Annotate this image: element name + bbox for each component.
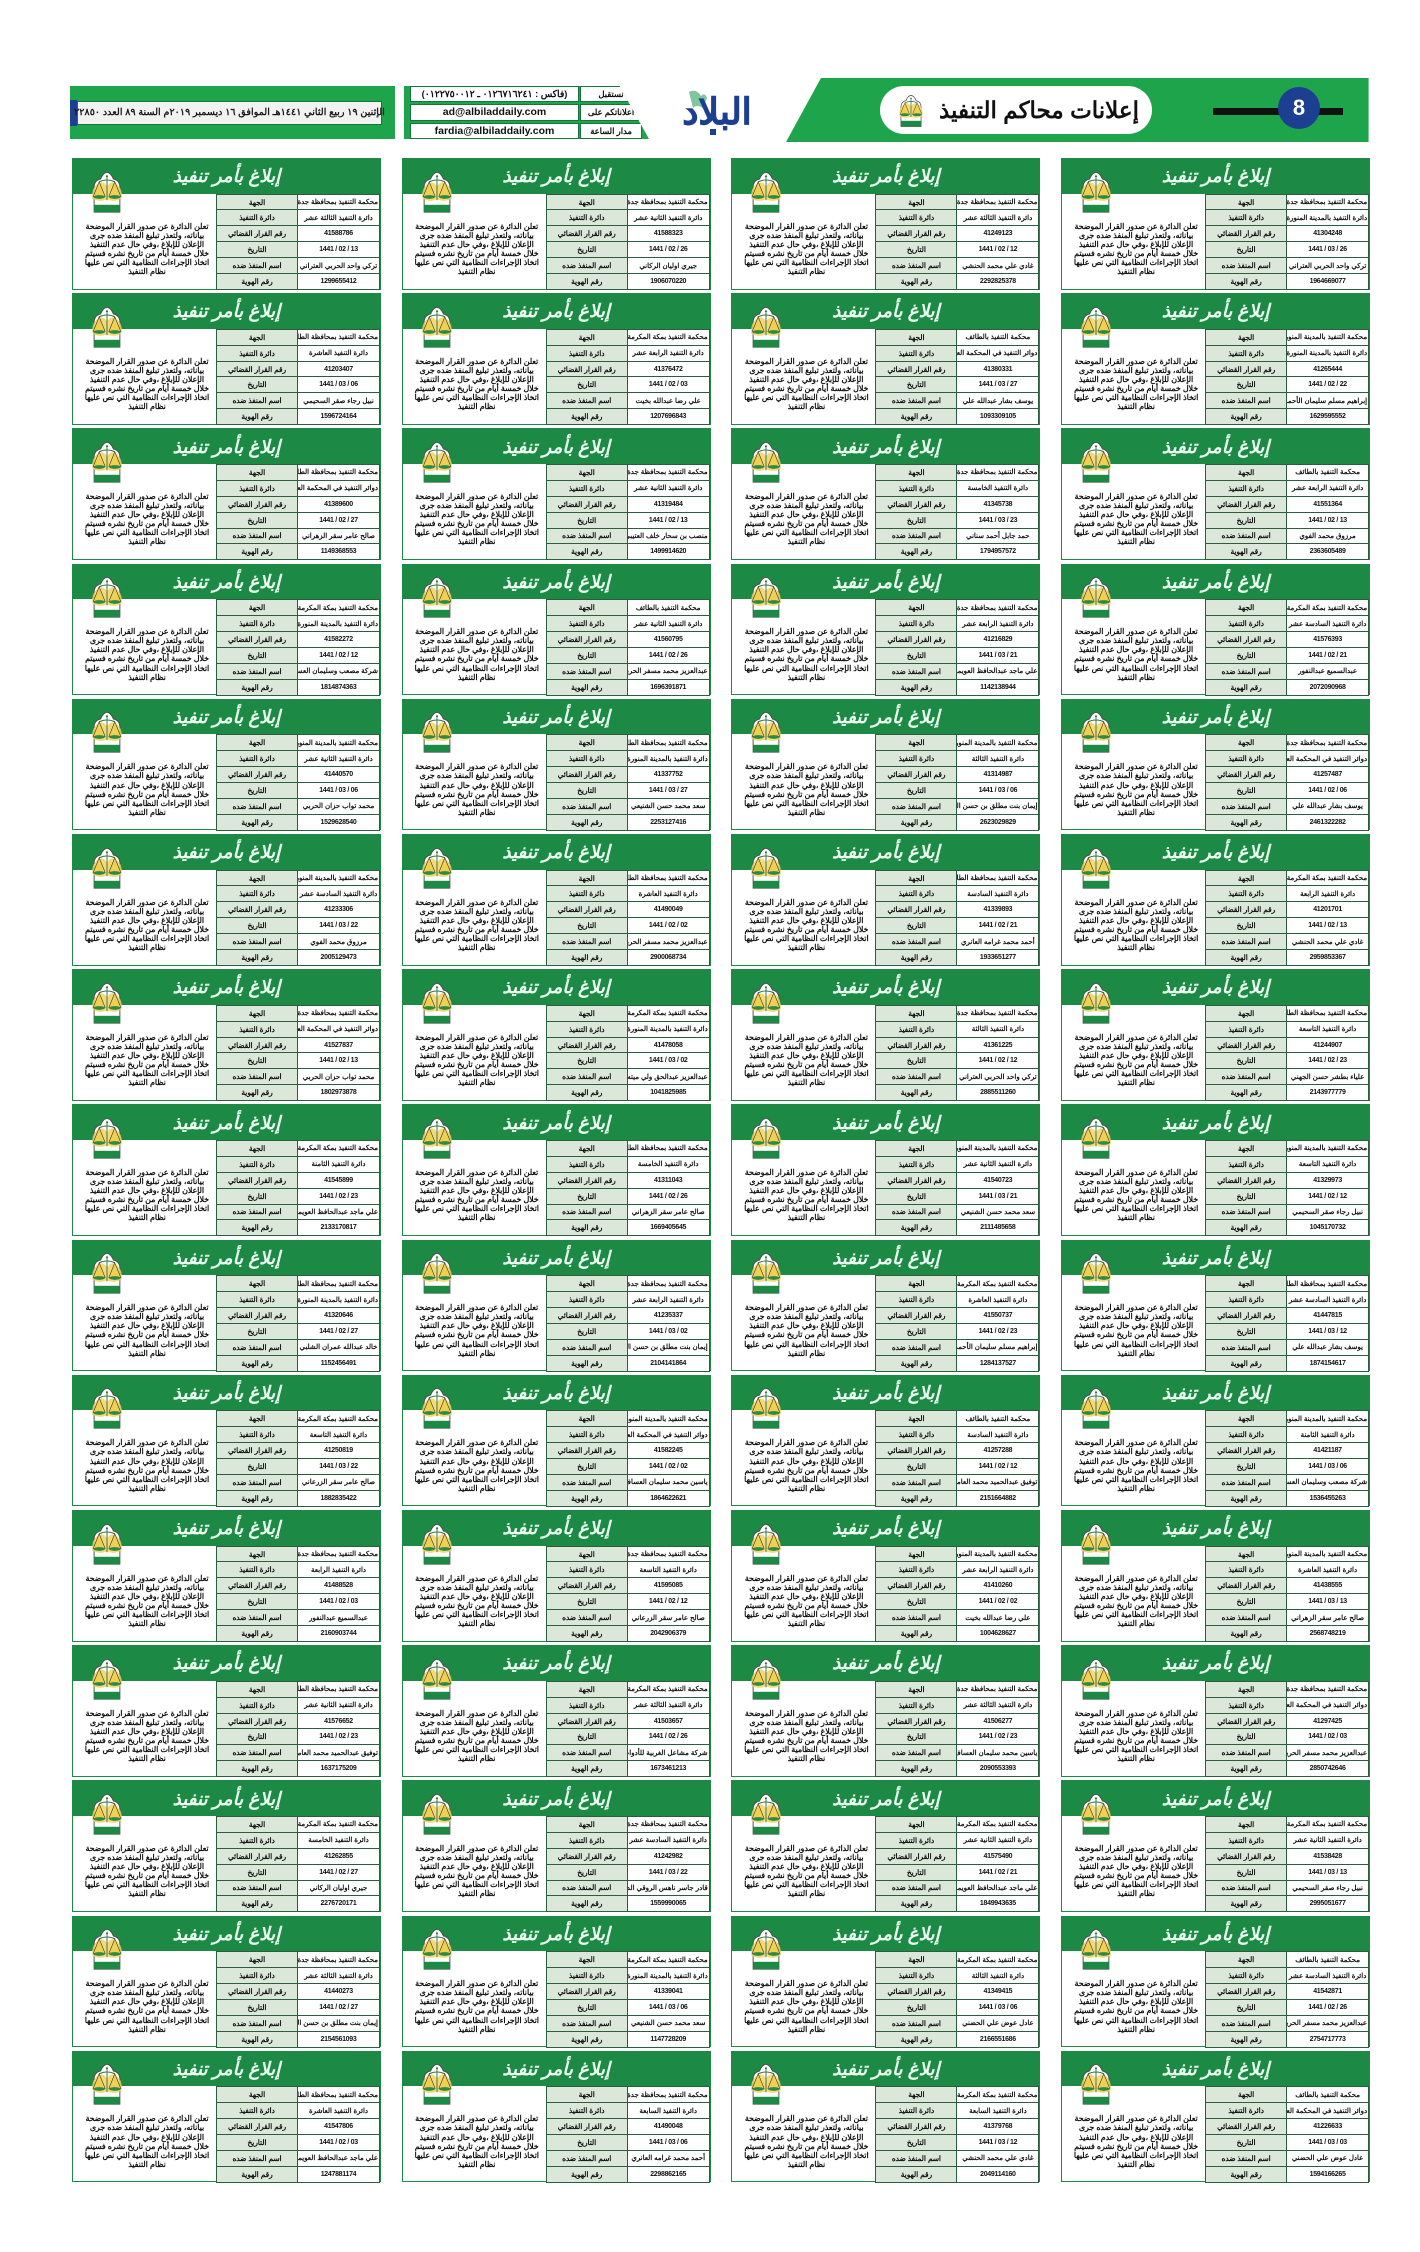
svg-text:البلاد: البلاد <box>682 91 751 132</box>
